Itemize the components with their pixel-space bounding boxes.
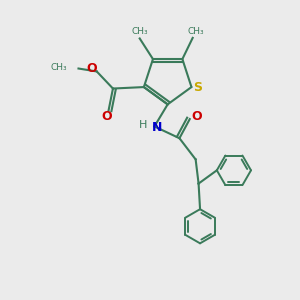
Text: O: O bbox=[102, 110, 112, 123]
Text: CH₃: CH₃ bbox=[188, 27, 205, 36]
Text: O: O bbox=[191, 110, 202, 123]
Text: O: O bbox=[86, 62, 97, 75]
Text: H: H bbox=[139, 120, 147, 130]
Text: CH₃: CH₃ bbox=[51, 62, 67, 71]
Text: N: N bbox=[152, 122, 162, 134]
Text: S: S bbox=[194, 81, 202, 94]
Text: CH₃: CH₃ bbox=[131, 28, 148, 37]
